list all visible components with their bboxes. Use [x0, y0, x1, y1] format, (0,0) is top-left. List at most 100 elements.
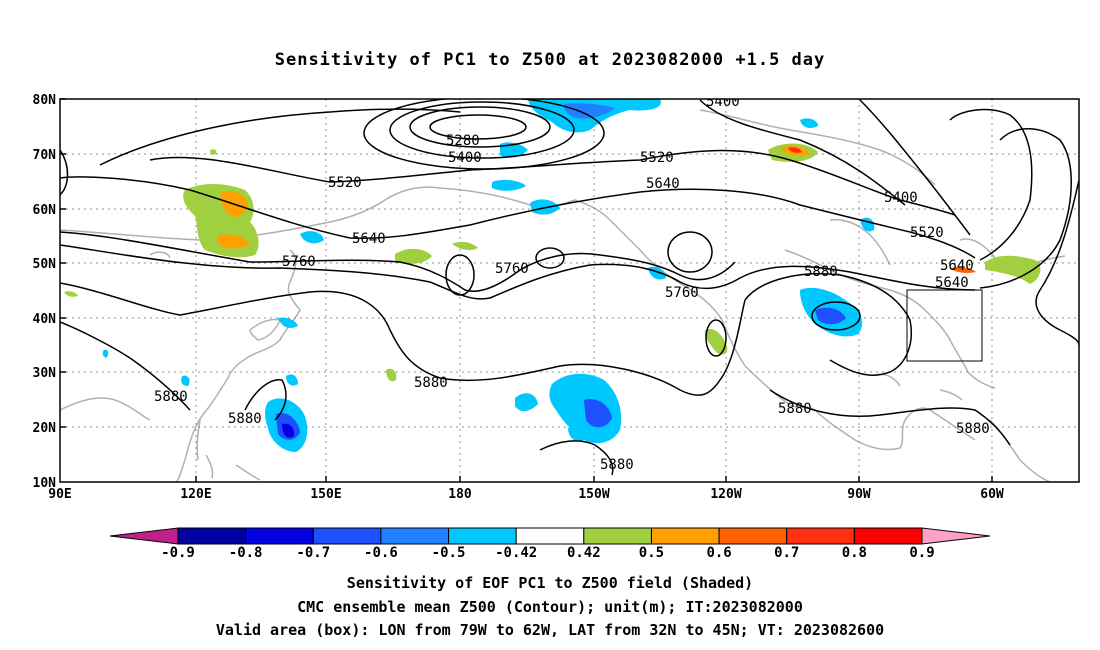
- colorbar-label: -0.7: [296, 545, 330, 561]
- colorbar-cell: [650, 527, 720, 545]
- lon-tick-label: 150E: [310, 487, 341, 502]
- colorbar: -0.9 -0.8 -0.7 -0.6 -0.5 -0.42 0.42 0.5 0.6 0.7 0.…: [109, 527, 991, 561]
- shade-green-gulf: [704, 328, 728, 355]
- lat-tick-label: 80N: [33, 93, 57, 108]
- lon-tick-label: 60W: [980, 487, 1004, 502]
- lon-tick-label: 90E: [48, 487, 71, 502]
- lat-tick-label: 30N: [33, 366, 57, 381]
- shade-blue-wpac-3: [278, 317, 298, 328]
- lat-tick-label: 10N: [33, 476, 57, 491]
- colorbar-cell: [853, 527, 923, 545]
- map-frame: [59, 98, 1080, 483]
- colorbar-cell: [515, 527, 585, 545]
- lon-tick-label: 90W: [847, 487, 871, 502]
- shade-blue-wpac-2: [286, 374, 298, 386]
- shade-darkblue-wpac: [282, 423, 295, 438]
- contour-label: 5880: [154, 389, 188, 405]
- shade-green-westpac: [386, 368, 397, 382]
- contour-label: 5880: [600, 457, 634, 473]
- colorbar-label: -0.5: [432, 545, 466, 561]
- colorbar-cell: [177, 527, 247, 545]
- contour-label: 5760: [282, 254, 316, 270]
- footer-line-contour: CMC ensemble mean Z500 (Contour); unit(m…: [297, 598, 803, 616]
- lon-tick-label: 120E: [180, 487, 211, 502]
- coastlines: [60, 109, 1066, 482]
- lon-labels: 90E 120E 150E 180 150W 120W 90W 60W: [48, 487, 1004, 502]
- map-title: Sensitivity of PC1 to Z500 at 2023082000…: [274, 50, 826, 70]
- shade-blue-cpac-2: [515, 393, 538, 412]
- colorbar-cell: [718, 527, 788, 545]
- colorbar-label: 0.42: [567, 545, 601, 561]
- footer-line-shading: Sensitivity of EOF PC1 to Z500 field (Sh…: [346, 574, 754, 592]
- contour-label: 5280: [446, 133, 480, 149]
- lat-tick-label: 20N: [33, 421, 57, 436]
- shade-blue-ne-us-core: [815, 307, 846, 325]
- lon-tick-label: 150W: [578, 487, 609, 502]
- colorbar-cell: [448, 527, 517, 545]
- colorbar-label: 0.9: [909, 545, 934, 561]
- colorbar-label: -0.9: [161, 545, 195, 561]
- contour-label: 5760: [665, 285, 699, 301]
- shade-orange-siberia-2: [218, 234, 250, 249]
- shade-blue-mid: [492, 179, 526, 191]
- shade-green-scatter-1: [64, 291, 78, 297]
- shade-blue-scatter-1: [181, 375, 190, 386]
- lat-tick-label: 70N: [33, 148, 57, 163]
- colorbar-label: 0.7: [774, 545, 799, 561]
- contour-label: 5640: [935, 275, 969, 291]
- z500-contours: [60, 99, 1079, 476]
- shade-blue-arctic-core: [564, 103, 615, 119]
- contour-label: 5880: [804, 264, 838, 280]
- shade-green-dateline: [452, 241, 478, 251]
- contour-label: 5640: [646, 176, 680, 192]
- sensitivity-shading: [64, 99, 1041, 452]
- colorbar-cell: [786, 527, 855, 545]
- shade-blue-hudson: [800, 118, 818, 128]
- shade-blue-cpac-core: [584, 399, 612, 428]
- lat-labels: 80N 70N 60N 50N 40N 30N 20N 10N: [33, 93, 57, 491]
- colorbar-cells: [177, 527, 923, 545]
- shade-blue-aleut: [530, 199, 560, 215]
- contour-label: 5400: [884, 190, 918, 206]
- contour-label: 5760: [495, 261, 529, 277]
- contour-label: 5880: [228, 411, 262, 427]
- colorbar-label: 0.5: [639, 545, 664, 561]
- colorbar-cell: [245, 527, 314, 545]
- shade-green-npac: [395, 248, 432, 264]
- contour-label: 5400: [706, 94, 740, 110]
- shade-blue-kam: [300, 231, 324, 244]
- colorbar-label: -0.8: [229, 545, 263, 561]
- colorbar-label: 0.6: [706, 545, 731, 561]
- colorbar-cell: [583, 527, 652, 545]
- valid-area-box: [906, 289, 983, 362]
- colorbar-labels: -0.9 -0.8 -0.7 -0.6 -0.5 -0.42 0.42 0.5 0.6 0.7 0.…: [161, 545, 935, 561]
- lat-tick-label: 50N: [33, 257, 57, 272]
- contour-label: 5640: [352, 231, 386, 247]
- colorbar-label: -0.42: [495, 545, 537, 561]
- contour-label: 5880: [414, 375, 448, 391]
- colorbar-low-end: [109, 527, 179, 545]
- shade-green-scatter-2: [210, 149, 217, 155]
- colorbar-label: 0.8: [842, 545, 867, 561]
- lon-tick-label: 120W: [710, 487, 741, 502]
- shade-green-labrador: [985, 255, 1041, 284]
- contour-label: 5520: [640, 150, 674, 166]
- shade-red-canada: [788, 147, 802, 153]
- shade-orange-labrador: [950, 267, 976, 273]
- lat-tick-label: 40N: [33, 312, 57, 327]
- contour-label: 5880: [778, 401, 812, 417]
- contour-label: 5400: [448, 150, 482, 166]
- lat-tick-label: 60N: [33, 203, 57, 218]
- contour-label: 5640: [940, 258, 974, 274]
- contour-label: 5520: [328, 175, 362, 191]
- shade-blue-cpac-3: [568, 426, 585, 442]
- colorbar-high-end: [921, 527, 991, 545]
- footer-line-valid-area: Valid area (box): LON from 79W to 62W, L…: [215, 621, 885, 639]
- map-content: 5280 5400 5400 5400 5520 5520 5520 5640 …: [60, 94, 1079, 482]
- colorbar-cell: [312, 527, 382, 545]
- contour-label: 5520: [910, 225, 944, 241]
- lon-tick-label: 180: [448, 487, 472, 502]
- contour-label: 5880: [956, 421, 990, 437]
- contour-labels: 5280 5400 5400 5400 5520 5520 5520 5640 …: [154, 94, 990, 473]
